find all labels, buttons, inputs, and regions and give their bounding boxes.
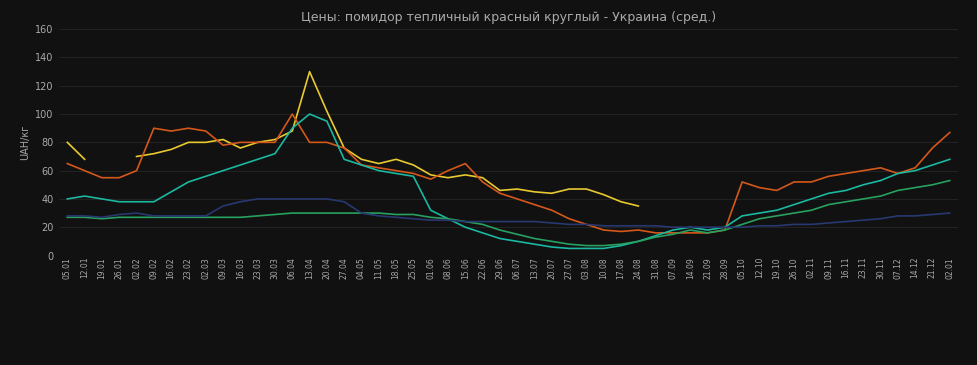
2021	[131, 215, 143, 219]
2023	[62, 161, 73, 166]
2020	[666, 225, 678, 230]
2021	[615, 242, 626, 246]
2023	[286, 112, 298, 116]
2020	[943, 211, 955, 215]
2020	[251, 197, 263, 201]
2020	[390, 215, 402, 219]
2022	[666, 228, 678, 232]
2024	[148, 151, 159, 156]
2021	[943, 178, 955, 183]
2020	[493, 219, 505, 224]
Line: 2024: 2024	[67, 72, 742, 206]
2020	[62, 214, 73, 218]
2020	[649, 224, 660, 228]
2021	[891, 188, 903, 193]
Line: 2020: 2020	[67, 199, 949, 227]
2022	[493, 237, 505, 241]
2022	[390, 171, 402, 176]
2023	[615, 229, 626, 234]
2022	[304, 112, 316, 116]
2020	[131, 211, 143, 215]
Title: Цены: помидор тепличный красный круглый - Украина (сред.): Цены: помидор тепличный красный круглый …	[301, 11, 715, 24]
Line: 2022: 2022	[67, 114, 949, 249]
Y-axis label: UAH/кг: UAH/кг	[20, 125, 29, 160]
2024	[390, 157, 402, 161]
2023	[666, 231, 678, 235]
2021	[62, 215, 73, 219]
2024	[615, 200, 626, 204]
2020	[615, 224, 626, 228]
2022	[943, 157, 955, 161]
2021	[476, 222, 488, 227]
2023	[131, 168, 143, 173]
2022	[545, 245, 557, 249]
Line: 2023: 2023	[67, 114, 949, 233]
2023	[545, 208, 557, 212]
2023	[943, 130, 955, 135]
2023	[493, 191, 505, 196]
2022	[632, 239, 644, 243]
2022	[131, 200, 143, 204]
Line: 2021: 2021	[67, 181, 949, 246]
2021	[580, 243, 592, 248]
2021	[372, 211, 384, 215]
2021	[649, 235, 660, 239]
2022	[563, 246, 574, 251]
2024	[62, 140, 73, 145]
2020	[545, 221, 557, 225]
2023	[390, 168, 402, 173]
2022	[62, 197, 73, 201]
2024	[493, 188, 505, 193]
2023	[649, 231, 660, 235]
